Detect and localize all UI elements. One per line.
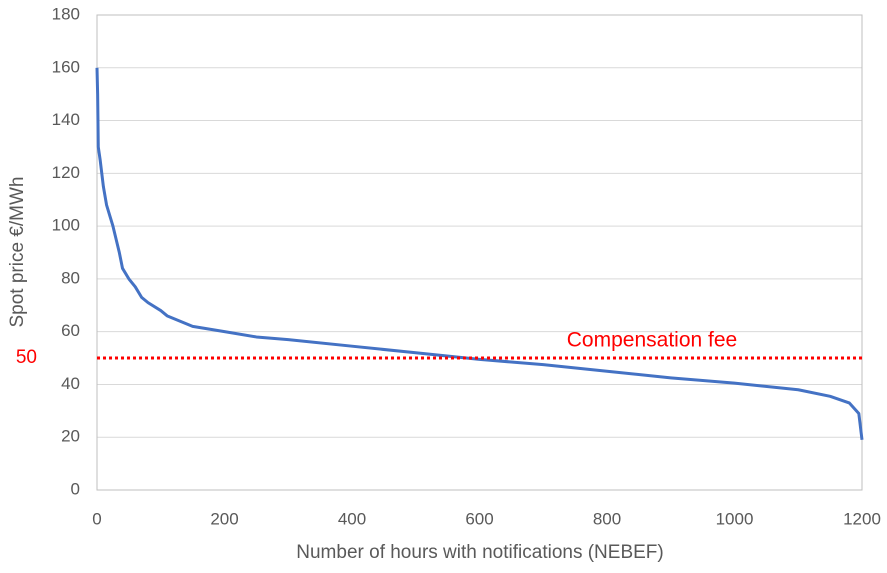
y-tick-label: 20 xyxy=(61,427,80,446)
series-line xyxy=(95,67,864,441)
y-tick-label: 60 xyxy=(61,321,80,340)
y-tick-label: 120 xyxy=(52,163,80,182)
y-tick-label: 160 xyxy=(52,57,80,76)
plot-border xyxy=(96,14,863,491)
y-tick-label: 180 xyxy=(52,4,80,23)
y-tick-label: 100 xyxy=(52,216,80,235)
y-tick-label: 40 xyxy=(61,374,80,393)
x-axis-title: Number of hours with notifications (NEBE… xyxy=(296,542,663,563)
x-tick-label: 800 xyxy=(593,509,621,528)
y-axis-title: Spot price €/MWh xyxy=(7,177,28,328)
y-tick-label: 80 xyxy=(61,268,80,287)
x-tick-label: 1000 xyxy=(716,509,754,528)
reference-value-label: 50 xyxy=(16,347,37,368)
reference-label: Compensation fee xyxy=(567,329,737,352)
x-tick-label: 200 xyxy=(210,509,238,528)
y-tick-label: 140 xyxy=(52,110,80,129)
x-tick-label: 400 xyxy=(338,509,366,528)
x-tick-label: 1200 xyxy=(843,509,881,528)
y-tick-label: 0 xyxy=(71,479,80,498)
x-tick-label: 600 xyxy=(465,509,493,528)
x-tick-label: 0 xyxy=(92,509,101,528)
